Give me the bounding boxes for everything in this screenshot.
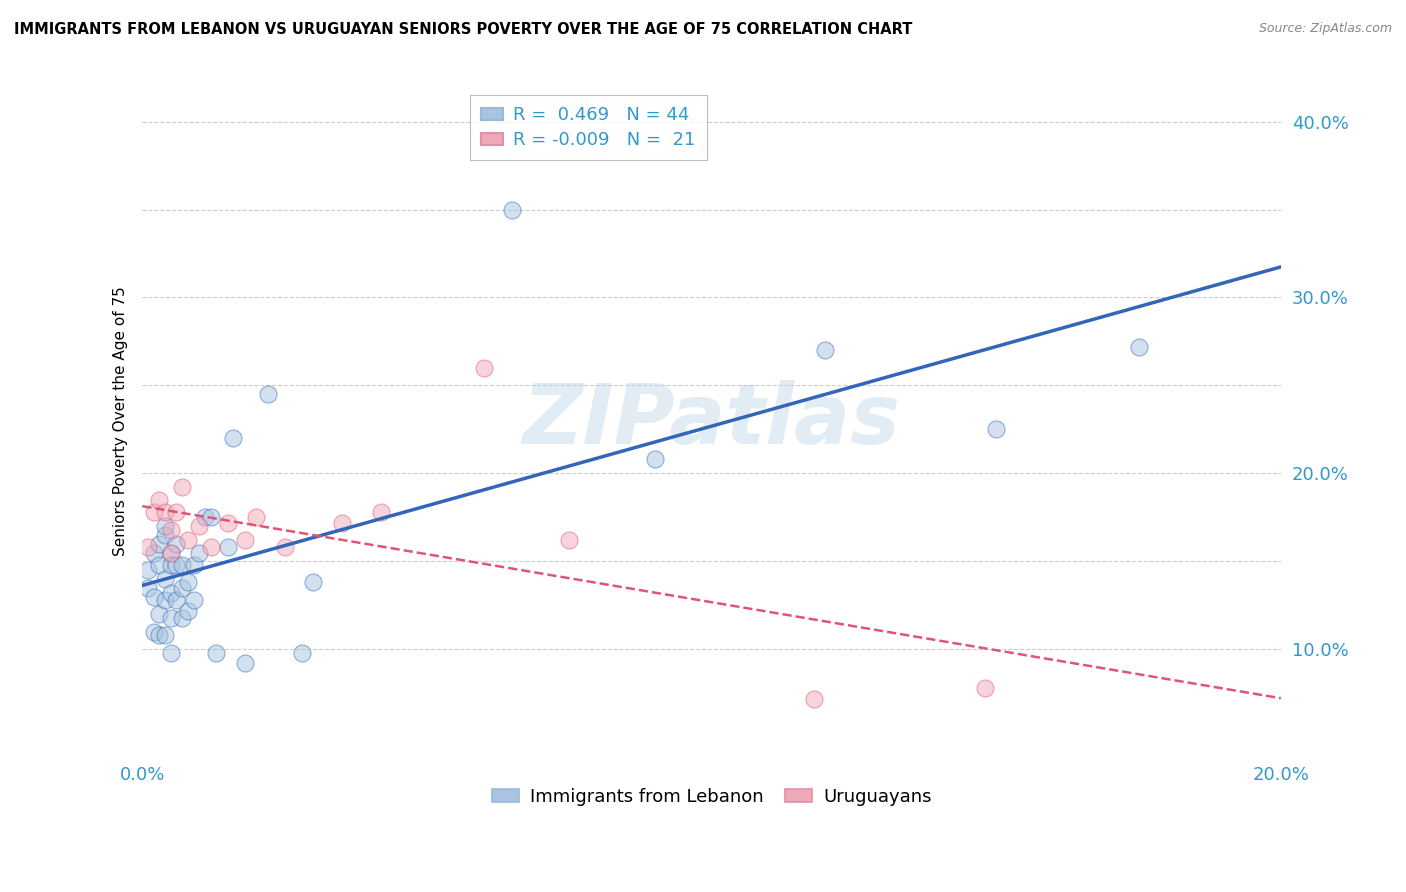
Point	[986, 422, 1008, 436]
Point	[142, 590, 165, 604]
Point	[153, 528, 176, 542]
Point	[217, 516, 239, 530]
Point	[153, 593, 176, 607]
Point	[644, 452, 666, 467]
Point	[159, 545, 181, 559]
Point	[136, 563, 159, 577]
Point	[200, 541, 222, 555]
Point	[136, 581, 159, 595]
Point	[330, 516, 353, 530]
Point	[188, 545, 211, 559]
Point	[142, 545, 165, 559]
Text: IMMIGRANTS FROM LEBANON VS URUGUAYAN SENIORS POVERTY OVER THE AGE OF 75 CORRELAT: IMMIGRANTS FROM LEBANON VS URUGUAYAN SEN…	[14, 22, 912, 37]
Point	[1128, 340, 1150, 354]
Point	[153, 572, 176, 586]
Point	[172, 558, 194, 572]
Point	[233, 533, 256, 548]
Point	[273, 541, 295, 555]
Point	[501, 202, 523, 217]
Point	[159, 610, 181, 624]
Point	[148, 537, 170, 551]
Point	[291, 646, 314, 660]
Point	[973, 681, 995, 695]
Y-axis label: Seniors Poverty Over the Age of 75: Seniors Poverty Over the Age of 75	[114, 285, 128, 556]
Point	[370, 505, 392, 519]
Point	[172, 481, 194, 495]
Point	[200, 510, 222, 524]
Point	[153, 505, 176, 519]
Point	[177, 575, 200, 590]
Point	[159, 558, 181, 572]
Point	[558, 533, 581, 548]
Point	[183, 593, 205, 607]
Point	[166, 537, 188, 551]
Text: Source: ZipAtlas.com: Source: ZipAtlas.com	[1258, 22, 1392, 36]
Point	[172, 581, 194, 595]
Point	[233, 657, 256, 671]
Point	[148, 492, 170, 507]
Point	[159, 646, 181, 660]
Point	[188, 519, 211, 533]
Point	[205, 646, 228, 660]
Point	[142, 505, 165, 519]
Point	[159, 586, 181, 600]
Point	[472, 360, 495, 375]
Point	[166, 558, 188, 572]
Point	[183, 558, 205, 572]
Point	[153, 628, 176, 642]
Point	[153, 519, 176, 533]
Point	[172, 610, 194, 624]
Point	[148, 607, 170, 622]
Legend: Immigrants from Lebanon, Uruguayans: Immigrants from Lebanon, Uruguayans	[485, 780, 939, 813]
Point	[159, 523, 181, 537]
Point	[166, 505, 188, 519]
Point	[166, 593, 188, 607]
Point	[803, 691, 825, 706]
Point	[177, 604, 200, 618]
Point	[194, 510, 217, 524]
Point	[177, 533, 200, 548]
Point	[148, 628, 170, 642]
Point	[302, 575, 325, 590]
Point	[217, 541, 239, 555]
Text: ZIPatlas: ZIPatlas	[523, 380, 900, 461]
Point	[814, 343, 837, 358]
Point	[159, 545, 181, 559]
Point	[245, 510, 267, 524]
Point	[136, 541, 159, 555]
Point	[222, 431, 245, 445]
Point	[142, 624, 165, 639]
Point	[256, 387, 278, 401]
Point	[148, 558, 170, 572]
